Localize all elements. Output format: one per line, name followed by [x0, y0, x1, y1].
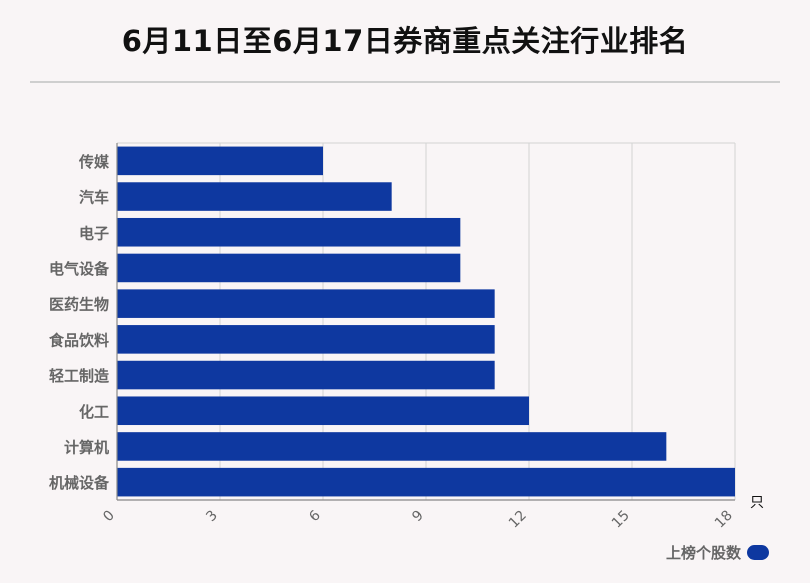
bar[interactable]	[117, 360, 495, 390]
x-tick-label: 15	[609, 508, 633, 532]
x-tick-label: 9	[409, 508, 427, 526]
axes	[116, 143, 735, 501]
category-label: 电气设备	[49, 260, 110, 278]
category-label: 传媒	[78, 153, 110, 171]
chart-title: 6月11日至6月17日券商重点关注行业排名	[121, 24, 689, 58]
legend-swatch	[747, 544, 769, 560]
bar[interactable]	[117, 182, 392, 211]
category-label: 电子	[79, 224, 109, 242]
x-tick-label: 18	[712, 508, 736, 532]
category-label: 化工	[79, 403, 109, 421]
bar[interactable]	[117, 253, 461, 283]
bar[interactable]	[117, 146, 323, 176]
category-label: 食品饮料	[49, 331, 109, 349]
title-divider	[30, 81, 780, 83]
category-label: 计算机	[64, 438, 109, 456]
bar[interactable]	[117, 467, 735, 497]
category-label: 机械设备	[49, 474, 110, 492]
bar[interactable]	[117, 289, 495, 318]
bar[interactable]	[117, 325, 495, 354]
x-unit-label: 只	[750, 495, 764, 511]
bar[interactable]	[117, 432, 667, 461]
bars	[117, 146, 735, 497]
x-tick-label: 12	[506, 508, 530, 532]
x-tick-labels: 0 3 6 9 12 15 18	[100, 507, 736, 531]
x-tick-label: 0	[100, 508, 118, 526]
legend[interactable]: 上榜个股数	[666, 541, 769, 563]
category-label: 轻工制造	[49, 367, 109, 385]
bar[interactable]	[117, 396, 529, 426]
legend-label: 上榜个股数	[665, 543, 741, 562]
category-label: 医药生物	[49, 296, 109, 314]
x-tick-label: 3	[203, 508, 221, 526]
x-tick-label: 6	[306, 507, 324, 525]
bar[interactable]	[117, 217, 461, 247]
category-label: 汽车	[79, 189, 109, 207]
